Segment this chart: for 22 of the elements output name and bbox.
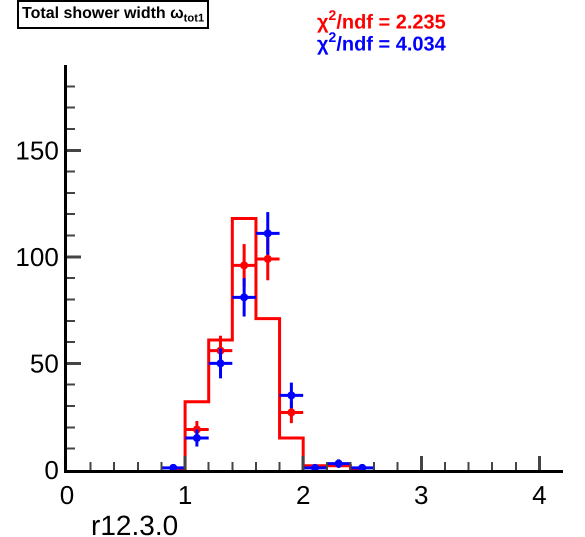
y-tick-label: 150 (15, 135, 59, 166)
point (264, 254, 272, 263)
y-tick-label: 50 (30, 348, 59, 379)
x-tick-label: 4 (532, 480, 547, 510)
x-tick-label: 3 (414, 480, 429, 510)
point (287, 391, 296, 400)
x-tick-label: 2 (296, 480, 310, 510)
text: r12.3.0 (91, 510, 178, 537)
point (358, 464, 366, 470)
x-tick-label: 1 (178, 480, 192, 510)
point (264, 229, 272, 238)
point (240, 293, 248, 302)
y-tick-label: 100 (15, 242, 59, 272)
chart-title: Total shower width ω$_{tot1}$ (22, 5, 204, 24)
point (216, 359, 225, 368)
point (192, 434, 201, 442)
point (287, 408, 296, 416)
point (169, 464, 178, 470)
point (311, 464, 319, 470)
y-tick-label: 0 (44, 455, 59, 486)
point (240, 261, 248, 270)
point (334, 460, 343, 468)
